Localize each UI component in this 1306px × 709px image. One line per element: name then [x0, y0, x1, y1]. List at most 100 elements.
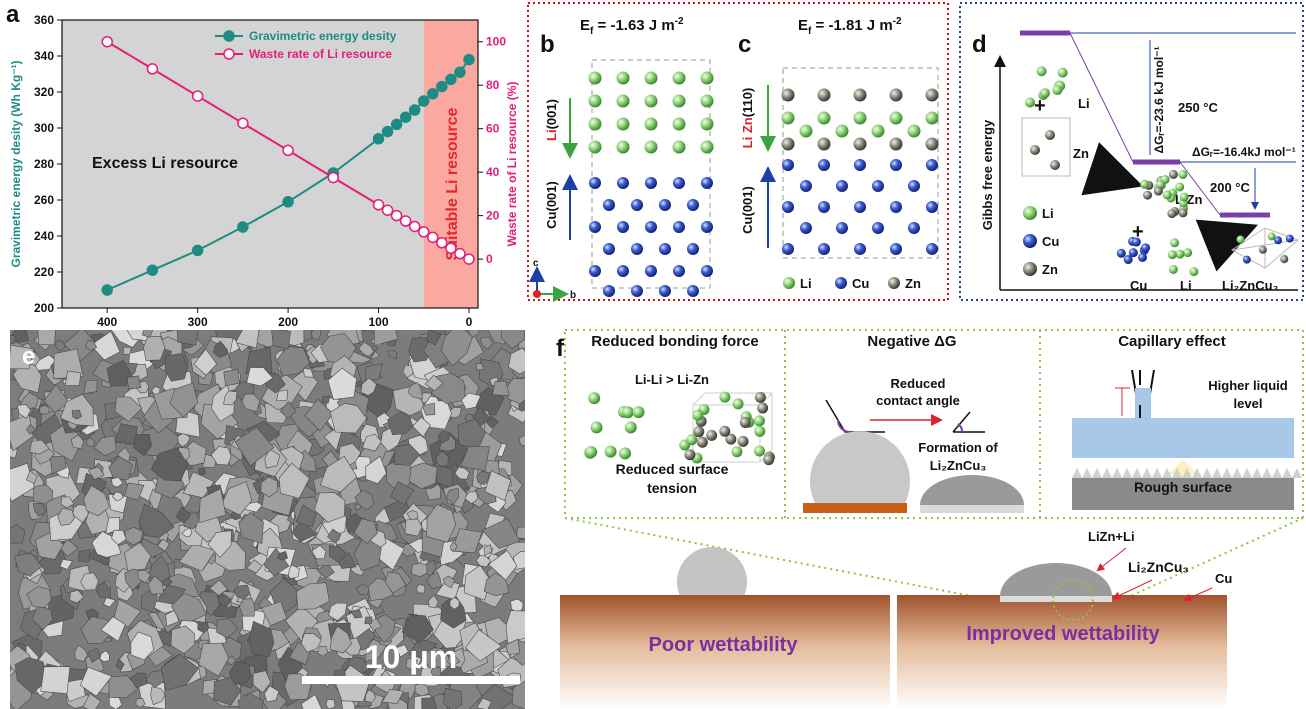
y-tick-label: 260	[34, 193, 54, 207]
grain	[38, 325, 56, 345]
atom	[1286, 235, 1294, 243]
atom	[1132, 238, 1141, 247]
legend-marker	[224, 49, 234, 59]
atom	[1050, 160, 1060, 170]
atom	[631, 285, 643, 297]
atom	[622, 406, 634, 418]
box-text: Li₂ZnCu₃	[930, 458, 987, 473]
atom	[1274, 236, 1282, 244]
figure: Excess Li resourceSuitable Li resource40…	[0, 0, 1306, 709]
atom	[719, 426, 730, 437]
legend-label: Li	[800, 276, 812, 291]
atom	[617, 95, 630, 108]
layer-label: Li Zn(110)	[740, 88, 755, 149]
grain	[127, 376, 141, 389]
atom	[818, 243, 830, 255]
atom	[1178, 170, 1187, 179]
atom	[692, 410, 703, 421]
atom	[835, 277, 847, 289]
box-text: Li-Li > Li-Zn	[635, 372, 709, 387]
data-point	[383, 127, 393, 137]
atom	[890, 243, 902, 255]
atom	[888, 277, 900, 289]
text-part: Li Zn	[740, 117, 755, 148]
atom	[926, 89, 939, 102]
atom	[605, 446, 617, 458]
atom	[645, 95, 658, 108]
atom	[589, 221, 601, 233]
atom	[1141, 243, 1150, 252]
page: Excess Li resourceSuitable Li resource40…	[0, 0, 1306, 709]
axis-title: Gibbs free energy	[980, 119, 995, 230]
atom	[686, 434, 697, 445]
atom	[890, 138, 903, 151]
data-point	[455, 67, 465, 77]
data-point	[283, 145, 293, 155]
grain	[79, 550, 91, 562]
atom	[818, 112, 831, 125]
cu-plate	[803, 503, 907, 513]
atom	[754, 426, 765, 437]
temperature: 250 °C	[1178, 100, 1219, 115]
atom	[782, 112, 795, 125]
y-tick-label: 320	[34, 85, 54, 99]
atom	[701, 72, 714, 85]
atom	[782, 89, 795, 102]
x-tick-label: 300	[188, 315, 208, 329]
y2-tick-label: 80	[486, 78, 500, 92]
legend-marker	[224, 31, 234, 41]
unit-cell	[1022, 118, 1070, 176]
atom	[645, 141, 658, 154]
layer-label: Li(001)	[544, 99, 559, 141]
atom	[1140, 180, 1149, 189]
atom	[701, 118, 714, 131]
atom	[617, 177, 629, 189]
atom	[1169, 170, 1178, 179]
atom	[1138, 253, 1147, 262]
atom	[800, 125, 813, 138]
text-part: (110)	[740, 88, 755, 118]
axis-label: c	[533, 258, 539, 269]
annotation: Li₂ZnCu₃	[1128, 559, 1189, 575]
atom	[589, 118, 602, 131]
axis-label: b	[570, 290, 576, 301]
scale-label: 10 μm	[365, 639, 458, 675]
atom	[589, 177, 601, 189]
atom	[738, 436, 749, 447]
data-point	[401, 216, 411, 226]
data-point	[328, 173, 338, 183]
legend-label: Gravimetric energy desity	[249, 29, 397, 43]
data-point	[238, 118, 248, 128]
data-point	[374, 134, 384, 144]
atom	[1037, 66, 1047, 76]
text-part: E	[580, 17, 590, 34]
atom	[818, 138, 831, 151]
atom	[706, 430, 717, 441]
legend-label: Zn	[905, 276, 921, 291]
atom	[782, 243, 794, 255]
formation-energy: Ef = -1.81 J m-2	[798, 16, 902, 37]
atom	[603, 285, 615, 297]
atom	[854, 159, 866, 171]
text-part: (001)	[544, 99, 559, 129]
atom	[782, 138, 795, 151]
grain	[41, 667, 70, 694]
atom	[701, 177, 713, 189]
box-text: contact angle	[876, 393, 960, 408]
data-point	[147, 265, 157, 275]
species: LiZn	[1175, 192, 1202, 207]
atom	[645, 72, 658, 85]
y2-tick-label: 60	[486, 122, 500, 136]
atom	[836, 222, 848, 234]
layer-label: Cu(001)	[544, 181, 559, 229]
atom	[589, 141, 602, 154]
data-point	[419, 96, 429, 106]
atom	[673, 265, 685, 277]
text-part: = -1.81 J m	[811, 17, 892, 34]
atom	[591, 421, 603, 433]
atom	[1143, 191, 1152, 200]
grain	[224, 369, 240, 386]
atom	[1168, 250, 1177, 259]
atom	[589, 95, 602, 108]
box-text: tension	[647, 480, 697, 496]
